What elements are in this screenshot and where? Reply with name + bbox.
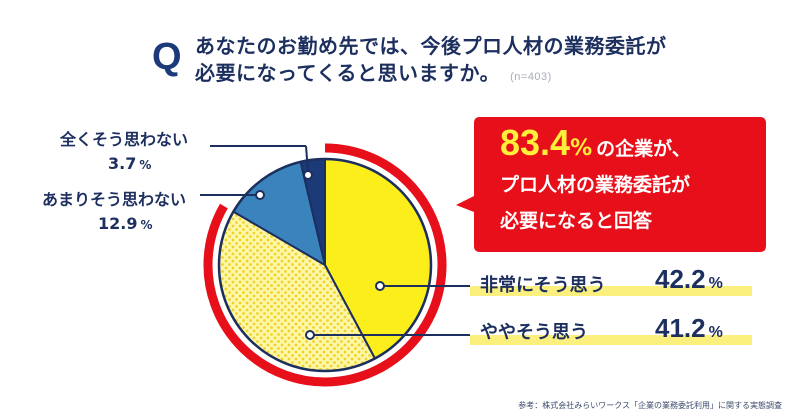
- leader-dot-zenzen: [303, 170, 313, 180]
- label-amari: あまりそう思わない 12.9%: [42, 186, 186, 233]
- leader-line-zenzen-drop: [305, 145, 309, 173]
- question-line-2: 必要になってくると思いますか。 (n=403): [195, 60, 667, 91]
- question-line-2-text: 必要になってくると思いますか。: [195, 61, 501, 85]
- leader-dot-amari: [255, 190, 265, 200]
- label-amari-unit: %: [140, 218, 153, 232]
- question-line-1: あなたのお勤め先では、今後プロ人材の業務委託が: [195, 34, 667, 58]
- label-amari-pct: 12.9%: [98, 214, 186, 233]
- label-zenzen-pct: 3.7%: [108, 154, 188, 173]
- callout-value: 83.4: [500, 122, 571, 163]
- label-hijou-unit: %: [708, 275, 723, 292]
- callout-line-1: 83.4% の企業が、: [500, 125, 691, 167]
- leader-dots: [255, 170, 385, 340]
- highlight-bar-2: [470, 335, 752, 345]
- label-hijou-value: 42.2: [655, 264, 706, 294]
- leader-dot-yaya: [305, 330, 315, 340]
- label-hijou-pct: 42.2%: [655, 264, 723, 295]
- label-zenzen: 全くそう思わない 3.7%: [60, 126, 188, 173]
- callout-after: の企業が、: [596, 138, 691, 160]
- label-amari-text: あまりそう思わない: [42, 190, 187, 209]
- sample-size: (n=403): [510, 71, 552, 83]
- question-mark-q: Q: [152, 36, 182, 78]
- callout-line-2: プロ人材の業務委託が: [500, 174, 691, 196]
- footnote: 参考：株式会社みらいワークス「企業の業務委託利用」に関する実態調査: [518, 401, 782, 410]
- label-zenzen-value: 3.7: [108, 154, 137, 173]
- leader-dot-hijou: [375, 281, 385, 291]
- label-zenzen-text: 全くそう思わない: [60, 130, 189, 149]
- leader-lines: [200, 145, 470, 336]
- callout-box: [456, 117, 766, 252]
- label-yaya-pct: 41.2%: [655, 313, 723, 344]
- pie-slices: [203, 143, 447, 387]
- callout-unit: %: [570, 136, 593, 161]
- callout-line-3: 必要になると回答: [500, 210, 653, 232]
- highlight-ring: [203, 143, 447, 387]
- label-amari-value: 12.9: [98, 214, 138, 233]
- label-yaya-value: 41.2: [655, 313, 706, 343]
- label-yaya-text: ややそう思う: [480, 322, 588, 343]
- highlight-bar-1: [470, 286, 752, 296]
- callout-text: 83.4% の企業が、 プロ人材の業務委託が 必要になると回答: [500, 125, 691, 239]
- label-yaya-unit: %: [708, 324, 723, 341]
- question-text: あなたのお勤め先では、今後プロ人材の業務委託が 必要になってくると思いますか。 (…: [195, 33, 667, 91]
- pie-outline: [217, 157, 433, 373]
- label-zenzen-unit: %: [139, 158, 152, 172]
- label-hijou-text: 非常にそう思う: [480, 275, 606, 296]
